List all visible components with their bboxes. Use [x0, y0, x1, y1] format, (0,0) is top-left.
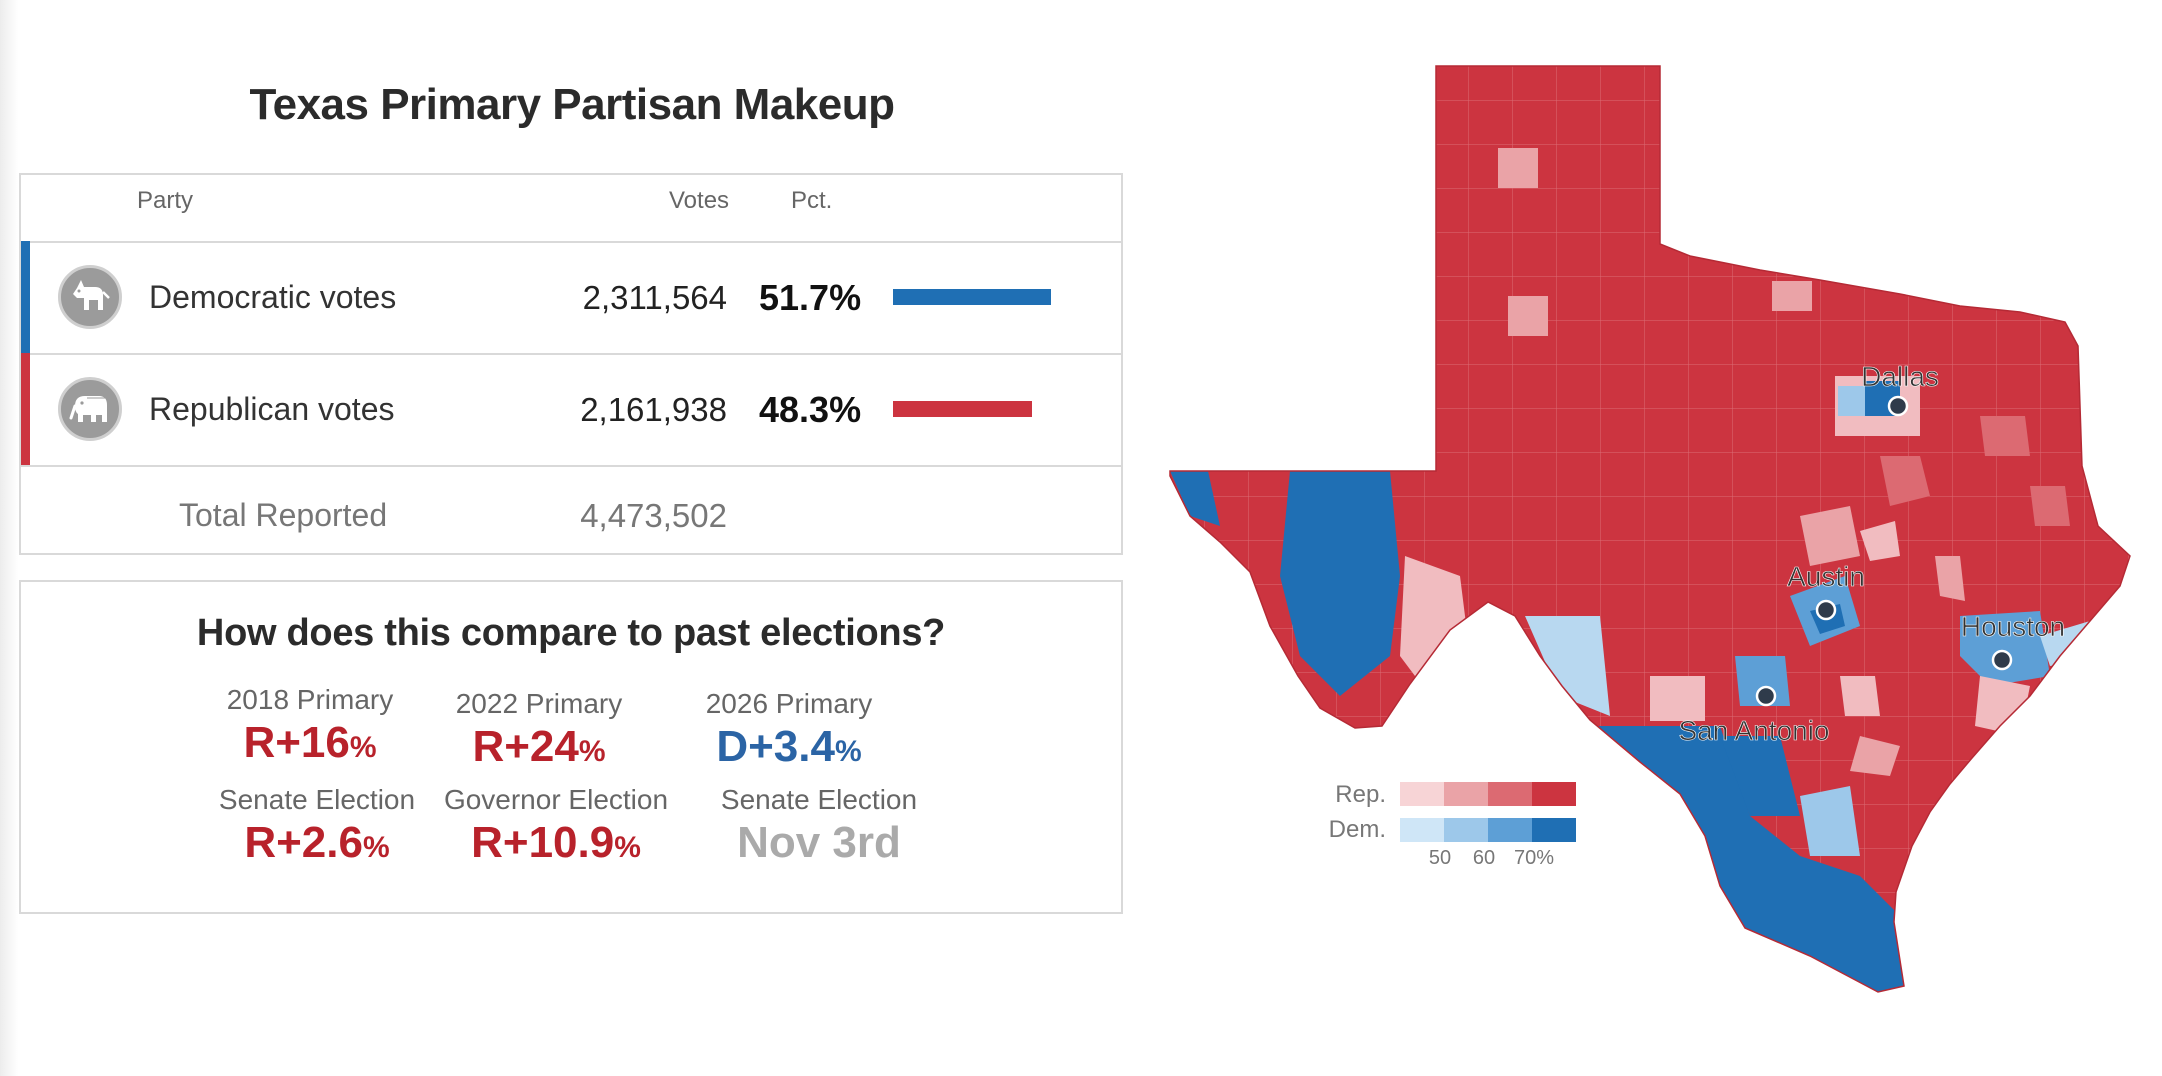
legend-rep-swatch-4 [1532, 782, 1576, 806]
compare-2022-primary: 2022 Primary R+24% [424, 688, 654, 772]
light-rep-county [1935, 556, 1965, 601]
light-rep-county [1800, 506, 1860, 566]
legend-tick-60: 60 [1473, 847, 1495, 869]
compare-value: R+24% [472, 722, 606, 771]
compare-value: D+3.4% [716, 722, 862, 771]
compare-value: R+10.9% [471, 818, 641, 867]
houston-region [1960, 611, 2050, 686]
compare-value: R+16% [243, 718, 377, 767]
compare-value: R+2.6% [244, 818, 390, 867]
legend-tick-70: 70% [1514, 847, 1554, 869]
legend-dem-label: Dem. [1329, 816, 1386, 843]
republican-bar [893, 401, 1032, 417]
compare-senate-election-upcoming: Senate Election Nov 3rd [704, 784, 934, 868]
austin-marker: Austin [1787, 561, 1865, 621]
houston-marker: Houston [1961, 611, 2065, 671]
compare-label: Senate Election [720, 784, 918, 815]
header-pct: Pct. [791, 187, 833, 214]
compare-label: Governor Election [443, 784, 669, 815]
democratic-votes: 2,311,564 [582, 279, 727, 316]
democratic-row: Democratic votes 2,311,564 51.7% [21, 241, 1121, 355]
city-label-san-antonio: San Antonio [1678, 715, 1829, 746]
total-label: Total Reported [179, 497, 388, 533]
comparison-title: How does this compare to past elections? [196, 612, 946, 654]
el-paso-dem-region [1170, 471, 1220, 526]
democratic-bar-track [893, 289, 1053, 305]
city-label-houston: Houston [1961, 611, 2065, 642]
header-votes: Votes [669, 187, 730, 214]
democratic-pct: 51.7% [759, 277, 862, 318]
west-border-dem-region [1280, 471, 1400, 696]
compare-2018-primary: 2018 Primary R+16% [195, 684, 425, 768]
light-rep-county [1508, 296, 1548, 336]
republican-bar-track [893, 401, 1053, 417]
texas-county-map: Dallas Austin Houston San Antonio Rep. D… [1160, 56, 2150, 1021]
light-rep-county [1772, 281, 1812, 311]
compare-governor-election: Governor Election R+10.9% [426, 784, 686, 868]
legend-dem-swatch-1 [1400, 818, 1444, 842]
legend-dem-swatch-3 [1488, 818, 1532, 842]
donkey-icon [58, 265, 122, 329]
democratic-bar [893, 289, 1051, 305]
mid-rep-county [1880, 456, 1930, 506]
left-edge-shadow [0, 0, 18, 1076]
city-markers: Dallas Austin Houston San Antonio [1678, 361, 2065, 747]
light-rep-county [1975, 676, 2030, 736]
south-texas-dem-region [1590, 720, 1904, 992]
light-rep-county [1650, 676, 1705, 721]
democratic-stripe [21, 241, 30, 353]
san-antonio-region [1735, 656, 1790, 706]
header-party: Party [137, 187, 194, 214]
map-regions [1170, 66, 2130, 992]
republican-pct: 48.3% [759, 389, 862, 430]
tarrant-region [1838, 386, 1865, 416]
texas-outline [1169, 65, 2131, 993]
corpus-light-dem-region [1800, 786, 1860, 856]
light-rep-county [1860, 521, 1900, 561]
compare-label: 2022 Primary [455, 688, 623, 719]
val-verde-light-dem-region [1525, 616, 1610, 716]
legend-rep-swatch-2 [1444, 782, 1488, 806]
light-rep-county [1498, 148, 1538, 188]
san-antonio-marker: San Antonio [1678, 685, 1830, 746]
elephant-icon [58, 377, 122, 441]
compare-label: 2026 Primary [705, 688, 873, 719]
total-row: Total Reported 4,473,502 [21, 465, 1121, 555]
compare-label: 2018 Primary [226, 684, 394, 715]
legend-tick-50: 50 [1429, 847, 1451, 869]
comparison-panel: How does this compare to past elections?… [19, 580, 1123, 914]
map-legend: Rep. Dem. 50 60 70% [1329, 781, 1576, 869]
light-rep-county [1840, 676, 1880, 716]
mid-rep-county [1850, 736, 1900, 776]
compare-senate-election: Senate Election R+2.6% [202, 784, 432, 868]
rio-grande-dem-region [1720, 736, 1800, 816]
legend-dem-swatch-2 [1444, 818, 1488, 842]
republican-stripe [21, 353, 30, 465]
compare-value: Nov 3rd [737, 818, 901, 867]
mid-rep-county [1980, 416, 2030, 456]
mid-rep-county [2030, 486, 2070, 526]
city-label-austin: Austin [1787, 561, 1865, 592]
page-title: Texas Primary Partisan Makeup [249, 80, 895, 129]
legend-rep-swatch-3 [1488, 782, 1532, 806]
results-table: Party Votes Pct. Democratic votes 2,311,… [19, 173, 1123, 555]
table-header: Party Votes Pct. [21, 175, 1121, 243]
compare-2026-primary: 2026 Primary D+3.4% [674, 688, 904, 772]
republican-label: Republican votes [149, 391, 395, 427]
legend-dem-swatch-4 [1532, 818, 1576, 842]
compare-label: Senate Election [218, 784, 416, 815]
republican-votes: 2,161,938 [580, 391, 727, 428]
total-votes: 4,473,502 [580, 497, 727, 534]
city-label-dallas: Dallas [1861, 361, 1939, 392]
legend-rep-label: Rep. [1335, 781, 1386, 808]
republican-row: Republican votes 2,161,938 48.3% [21, 353, 1121, 467]
legend-rep-swatch-1 [1400, 782, 1444, 806]
dallas-marker: Dallas [1861, 361, 1939, 417]
democratic-label: Democratic votes [149, 279, 397, 315]
